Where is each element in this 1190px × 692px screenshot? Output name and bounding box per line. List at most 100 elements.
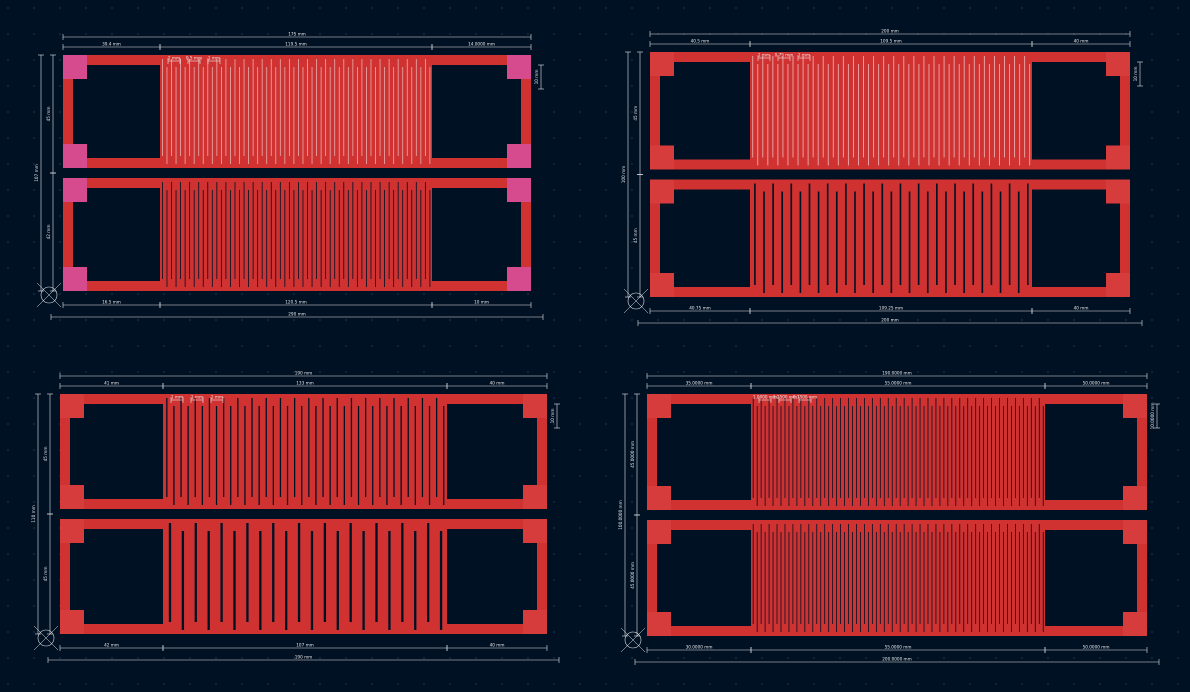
contact-pad[interactable]	[507, 144, 531, 168]
contact-pad[interactable]	[63, 55, 87, 79]
grid-dot	[735, 319, 737, 321]
contact-pad[interactable]	[647, 394, 671, 418]
contact-pad[interactable]	[63, 267, 87, 291]
contact-pad[interactable]	[650, 145, 674, 170]
grid-dot	[1177, 85, 1179, 87]
dim-heater-label: 109.5 mm	[880, 39, 901, 44]
heater-trace-gap	[375, 523, 378, 622]
contact-pad[interactable]	[507, 267, 531, 291]
contact-pad[interactable]	[60, 610, 84, 634]
contact-pad[interactable]	[1106, 52, 1130, 76]
contact-pad[interactable]	[523, 485, 547, 509]
board-lower[interactable]	[650, 179, 1130, 298]
contact-pad[interactable]	[507, 178, 531, 202]
contact-pad[interactable]	[650, 52, 674, 76]
grid-dot	[1151, 397, 1153, 399]
heater-trace-gap	[310, 531, 314, 630]
board-upper[interactable]	[63, 55, 531, 168]
grid-dot	[241, 7, 243, 9]
grid-dot	[475, 319, 477, 321]
heater-trace-gap	[752, 56, 754, 158]
grid-dot	[631, 683, 633, 685]
grid-dot	[371, 293, 373, 295]
grid-dot	[631, 345, 633, 347]
grid-dot	[657, 345, 659, 347]
dim-heater-label: 133 mm	[296, 381, 313, 386]
heater-trace-gap	[411, 67, 413, 164]
contact-pad[interactable]	[1123, 612, 1147, 636]
contact-pad[interactable]	[647, 520, 671, 544]
contact-pad[interactable]	[523, 610, 547, 634]
board-upper[interactable]	[650, 52, 1130, 170]
contact-pad[interactable]	[507, 55, 531, 79]
contact-pad[interactable]	[1106, 179, 1130, 204]
grid-dot	[397, 683, 399, 685]
contact-pad[interactable]	[1123, 520, 1147, 544]
contact-pad[interactable]	[63, 144, 87, 168]
grid-dot	[423, 345, 425, 347]
contact-pad[interactable]	[1106, 145, 1130, 170]
contact-pad[interactable]	[647, 612, 671, 636]
lead-window-left	[660, 62, 750, 160]
contact-pad[interactable]	[650, 273, 674, 297]
heater-trace-gap	[375, 190, 376, 287]
grid-dot	[59, 267, 61, 269]
contact-pad[interactable]	[60, 519, 84, 543]
origin-marker	[40, 286, 58, 304]
contact-pad[interactable]	[1123, 394, 1147, 418]
board-upper[interactable]	[60, 394, 547, 509]
heater-trace-gap	[879, 398, 881, 498]
grid-dot	[33, 111, 35, 113]
heater-trace-gap	[824, 398, 826, 498]
grid-dot	[1151, 215, 1153, 217]
heater-trace-gap	[1022, 524, 1024, 624]
heater-trace-gap	[822, 56, 824, 158]
grid-dot	[293, 319, 295, 321]
contact-pad[interactable]	[650, 179, 674, 204]
grid-dot	[423, 293, 425, 295]
grid-dot	[631, 449, 633, 451]
contact-pad[interactable]	[63, 178, 87, 202]
heater-trace-gap	[316, 59, 317, 156]
board-lower[interactable]	[63, 178, 531, 291]
heater-trace-gap	[265, 398, 267, 497]
heater-trace-gap	[808, 183, 811, 285]
heater-trace-gap	[784, 398, 786, 498]
heater-trace-gap	[963, 56, 965, 158]
heater-trace-gap	[757, 64, 759, 166]
contact-pad[interactable]	[523, 519, 547, 543]
contact-pad[interactable]	[523, 394, 547, 418]
contact-pad[interactable]	[1123, 486, 1147, 510]
heater-trace-gap	[1015, 524, 1016, 624]
heater-trace-gap	[938, 64, 940, 166]
board-upper[interactable]	[647, 394, 1147, 510]
grid-dot	[579, 111, 581, 113]
heater-trace-gap	[968, 64, 970, 166]
dim-lead-left-label: 39.4 mm	[102, 42, 121, 47]
contact-pad[interactable]	[60, 485, 84, 509]
grid-dot	[631, 475, 633, 477]
grid-dot	[1151, 475, 1153, 477]
grid-dot	[995, 319, 997, 321]
dim-total-height-label: 100 mm	[621, 166, 626, 183]
grid-dot	[1151, 163, 1153, 165]
contact-pad[interactable]	[60, 394, 84, 418]
heater-trace-gap	[1026, 183, 1029, 285]
board-lower[interactable]	[60, 519, 547, 634]
heater-trace-gap	[923, 406, 925, 506]
grid-dot	[579, 85, 581, 87]
heater-trace-gap	[760, 524, 762, 624]
heater-trace-gap	[995, 406, 996, 506]
grid-dot	[553, 501, 555, 503]
heater-trace-gap	[852, 56, 854, 158]
grid-dot	[917, 319, 919, 321]
contact-pad[interactable]	[1106, 273, 1130, 297]
grid-dot	[319, 683, 321, 685]
grid-dot	[527, 683, 529, 685]
heater-trace-gap	[322, 398, 324, 497]
contact-pad[interactable]	[647, 486, 671, 510]
dim-bottom-right-label: 40 mm	[1074, 306, 1089, 311]
heater-trace-gap	[1008, 183, 1011, 285]
heater-trace-gap	[301, 406, 303, 505]
board-lower[interactable]	[647, 520, 1147, 636]
